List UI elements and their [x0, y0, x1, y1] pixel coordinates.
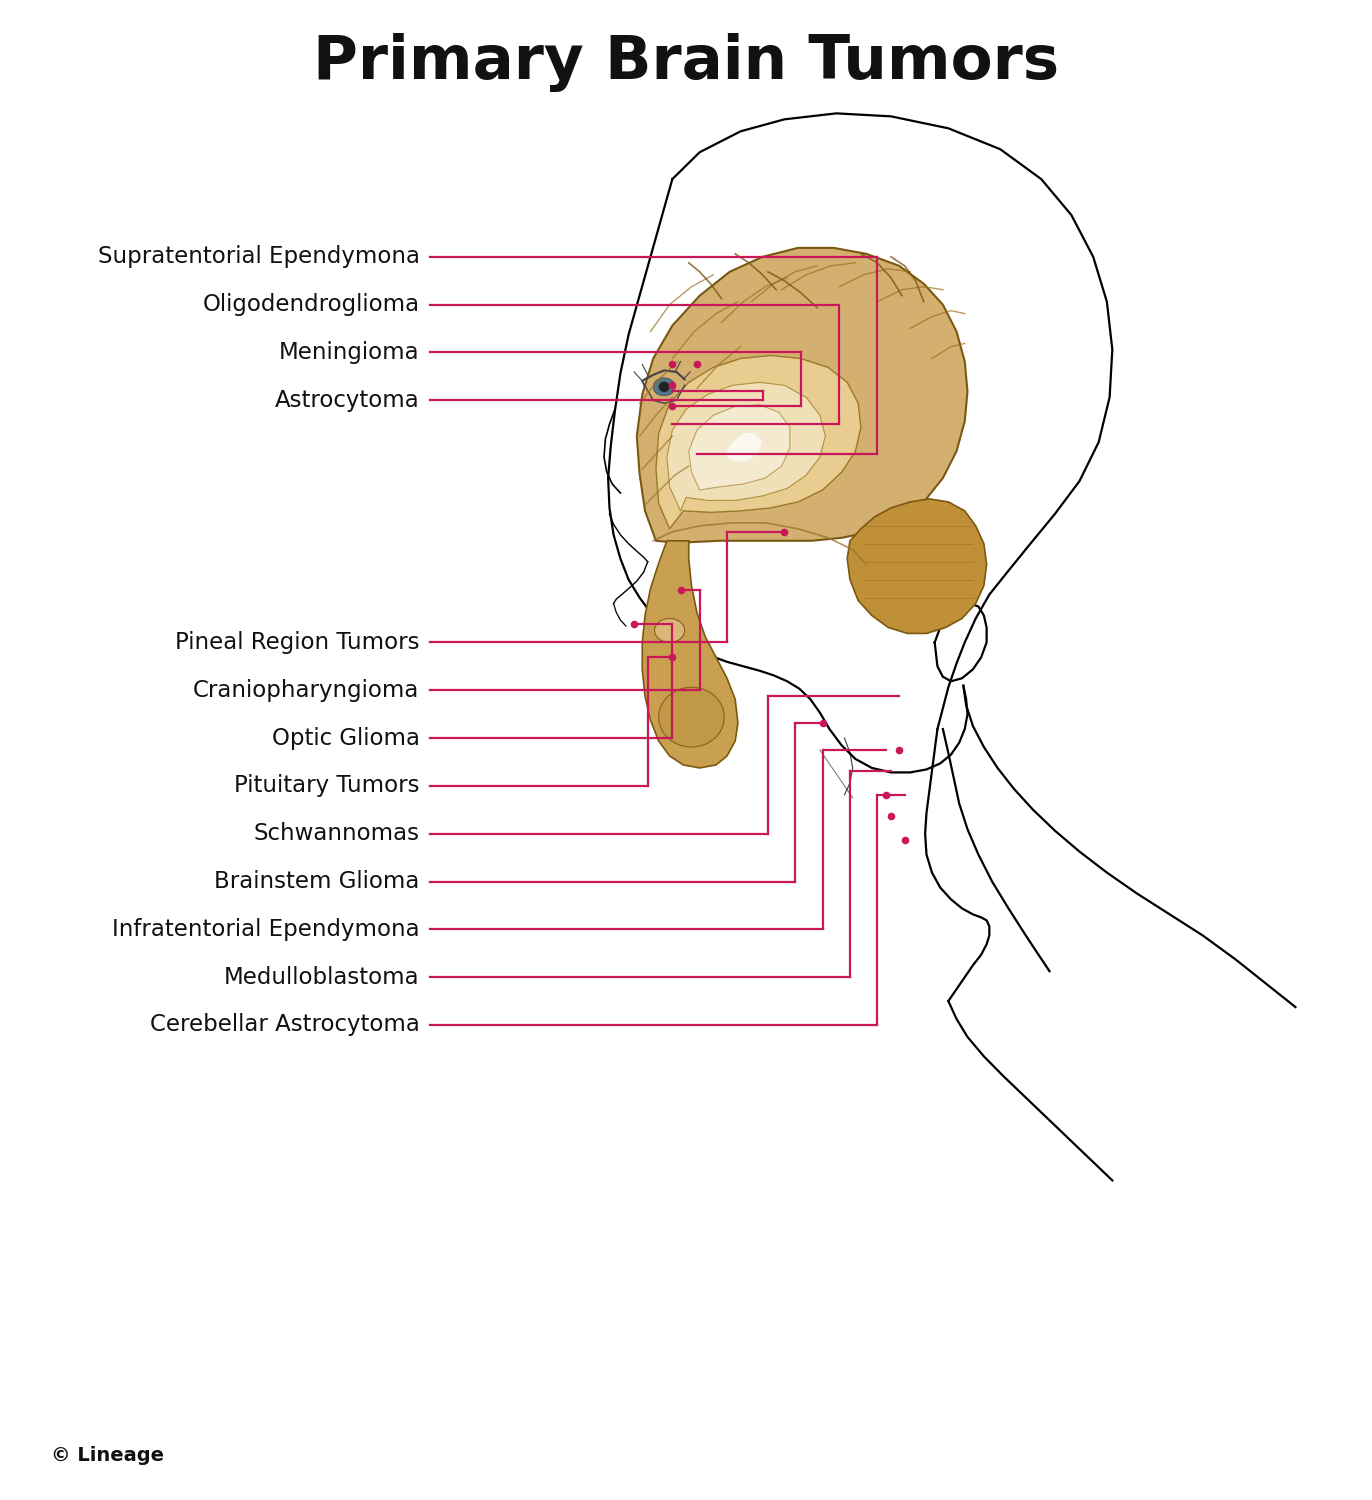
Text: Meningioma: Meningioma — [279, 340, 420, 364]
Text: Pineal Region Tumors: Pineal Region Tumors — [176, 632, 420, 654]
Text: Schwannomas: Schwannomas — [254, 822, 420, 844]
Text: Medulloblastoma: Medulloblastoma — [224, 966, 420, 988]
Text: Astrocytoma: Astrocytoma — [274, 388, 420, 412]
Polygon shape — [667, 382, 826, 512]
Ellipse shape — [653, 378, 675, 396]
Text: Optic Glioma: Optic Glioma — [272, 726, 420, 750]
Text: Pituitary Tumors: Pituitary Tumors — [235, 774, 420, 798]
Polygon shape — [724, 433, 763, 462]
Text: Primary Brain Tumors: Primary Brain Tumors — [313, 33, 1059, 92]
Polygon shape — [656, 356, 860, 530]
Ellipse shape — [659, 687, 724, 747]
Text: Infratentorial Ependymona: Infratentorial Ependymona — [113, 918, 420, 940]
Text: Cerebellar Astrocytoma: Cerebellar Astrocytoma — [150, 1014, 420, 1036]
Polygon shape — [637, 248, 967, 543]
Ellipse shape — [654, 618, 685, 642]
Text: Supratentorial Ependymona: Supratentorial Ependymona — [97, 246, 420, 268]
Polygon shape — [642, 368, 686, 404]
Ellipse shape — [659, 381, 670, 392]
Polygon shape — [642, 542, 738, 768]
Text: © Lineage: © Lineage — [51, 1446, 163, 1466]
Polygon shape — [848, 500, 986, 633]
Text: Craniopharyngioma: Craniopharyngioma — [193, 678, 420, 702]
Text: Brainstem Glioma: Brainstem Glioma — [214, 870, 420, 892]
Text: Oligodendroglioma: Oligodendroglioma — [203, 292, 420, 316]
Polygon shape — [689, 405, 790, 490]
